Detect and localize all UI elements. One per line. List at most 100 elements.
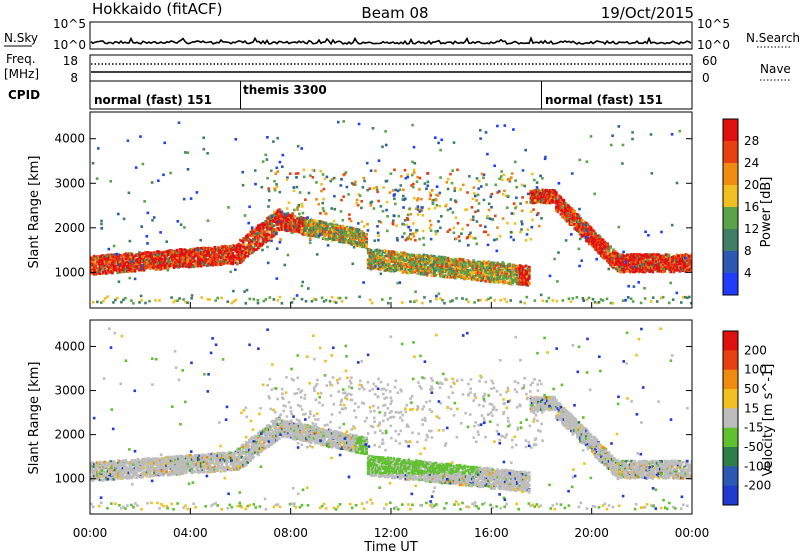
echo-cell (239, 238, 242, 242)
echo-cell (115, 268, 119, 272)
echo-cell (261, 240, 265, 244)
echo-cell (439, 275, 442, 278)
echo-cell (148, 259, 152, 262)
echo-cell (436, 258, 439, 262)
echo-cell (512, 279, 516, 282)
echo-cell (174, 265, 177, 268)
echo-cell (293, 222, 296, 225)
echo-cell (196, 262, 200, 266)
echo-cell (600, 248, 603, 251)
echo-cell (211, 250, 215, 254)
echo-cell (108, 271, 111, 274)
echo-cell (407, 266, 411, 270)
echo-cell (243, 254, 247, 257)
echo-cell (505, 265, 508, 268)
echo-cell (129, 260, 132, 263)
echo-cell (494, 280, 498, 283)
echo-cell (195, 248, 198, 252)
echo-cell (485, 270, 489, 273)
echo-cell (231, 248, 235, 251)
echo-cell (90, 258, 93, 262)
echo-cell (97, 270, 101, 274)
echo-cell (449, 264, 453, 268)
echo-cell (562, 202, 566, 206)
echo-cell (129, 251, 132, 255)
echo-cell (99, 269, 102, 272)
echo-cell (407, 264, 411, 268)
echo-cell (424, 265, 427, 268)
echo-cell (526, 266, 530, 269)
echo-cell (159, 263, 162, 267)
echo-cell (546, 194, 549, 197)
echo-cell (389, 251, 393, 255)
echo-cell (321, 224, 325, 227)
echo-cell (266, 230, 269, 233)
echo-cell (506, 274, 510, 277)
nsky-right-tick-top: 10^5 (697, 17, 730, 31)
echo-cell (618, 268, 621, 272)
echo-cell (252, 230, 256, 234)
echo-cell (609, 263, 612, 266)
echo-cell (135, 258, 138, 261)
echo-cell (528, 271, 531, 275)
echo-cell (202, 250, 206, 254)
echo-cell (389, 254, 393, 257)
echo-cell (320, 223, 323, 227)
echo-cell (449, 259, 453, 263)
echo-cell (612, 248, 615, 251)
echo-cell (147, 257, 150, 261)
echo-cell (276, 227, 280, 230)
echo-cell (178, 252, 182, 256)
echo-cell (118, 253, 122, 257)
echo-cell (437, 260, 441, 263)
nave-right-tick-bottom: 0 (702, 71, 710, 85)
echo-cell (106, 269, 110, 273)
echo-cell (616, 268, 620, 272)
echo-cell (228, 245, 232, 248)
echo-cell (150, 254, 153, 257)
echo-cell (404, 255, 408, 259)
echo-cell (163, 252, 167, 256)
echo-cell (278, 215, 281, 218)
echo-cell (201, 256, 204, 259)
echo-cell (577, 214, 581, 218)
echo-cell (326, 230, 329, 234)
echo-cell (199, 258, 203, 262)
echo-cell (445, 268, 448, 272)
echo-cell (199, 261, 203, 265)
echo-cell (237, 256, 241, 260)
echo-cell (300, 218, 304, 222)
echo-cell (261, 229, 265, 233)
echo-cell (416, 259, 420, 263)
echo-cell (553, 195, 557, 198)
echo-cell (616, 256, 620, 260)
echo-cell (607, 257, 611, 260)
echo-cell (326, 237, 329, 241)
echo-cell (169, 257, 173, 260)
echo-cell (246, 236, 250, 239)
echo-cell (547, 196, 551, 199)
echo-cell (528, 277, 531, 280)
echo-cell (380, 253, 384, 257)
echo-cell (264, 223, 268, 227)
echo-cell (345, 228, 349, 232)
echo-cell (562, 200, 566, 204)
echo-cell (144, 263, 147, 266)
echo-cell (376, 262, 379, 265)
echo-cell (442, 264, 445, 268)
echo-cell (99, 255, 102, 258)
echo-cell (260, 223, 263, 226)
echo-cell (201, 253, 204, 256)
echo-cell (461, 267, 465, 270)
echo-cell (245, 239, 248, 242)
echo-cell (479, 268, 483, 271)
echo-cell (409, 265, 412, 268)
echo-cell (189, 263, 192, 267)
echo-cell (380, 261, 384, 265)
echo-cell (138, 268, 141, 271)
echo-cell (193, 260, 197, 263)
echo-cell (254, 239, 257, 243)
echo-cell (589, 231, 593, 234)
cpid-segment-1: normal (fast) 151 (94, 93, 212, 107)
echo-cell (610, 252, 614, 255)
